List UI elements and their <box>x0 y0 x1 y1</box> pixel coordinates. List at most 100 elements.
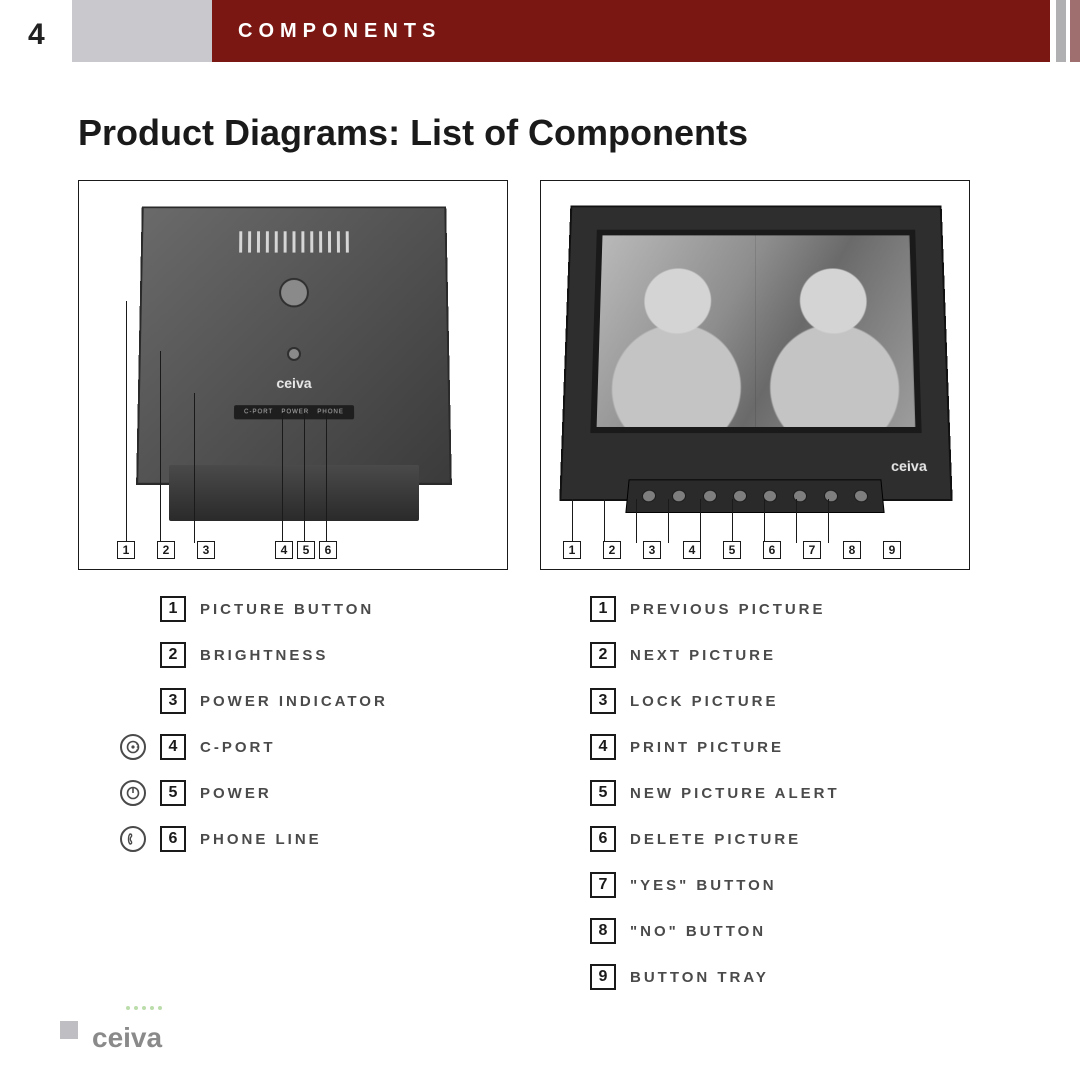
legend-label: BRIGHTNESS <box>200 647 328 664</box>
legend-row: 5 NEW PICTURE ALERT <box>590 780 840 806</box>
legend-label: POWER <box>200 785 272 802</box>
tray-button-icon <box>642 490 657 502</box>
legend-label: PICTURE BUTTON <box>200 601 374 618</box>
front-brand-logo: ceiva <box>891 458 927 474</box>
leader-line <box>796 499 797 543</box>
legend-number: 2 <box>590 642 616 668</box>
tray-button-icon <box>853 490 868 502</box>
leader-line <box>572 499 573 543</box>
legend-row: 4 C-PORT <box>120 734 388 760</box>
header-accent-strip-a <box>1056 0 1066 62</box>
tray-button-icon <box>733 490 747 502</box>
phone-icon <box>120 826 146 852</box>
tray-button-icon <box>823 490 838 502</box>
legend-label: PREVIOUS PICTURE <box>630 601 826 618</box>
port-label: POWER <box>281 409 309 415</box>
footer-logo-stack: ceiva <box>92 1006 162 1054</box>
brightness-button-icon <box>287 347 301 361</box>
device-rear-body: ceiva C-PORT POWER PHONE <box>136 206 452 485</box>
device-stand <box>169 465 419 521</box>
legend-number: 9 <box>590 964 616 990</box>
legend-row: 2 BRIGHTNESS <box>120 642 388 668</box>
legend-label: "NO" BUTTON <box>630 923 766 940</box>
legend-number: 6 <box>590 826 616 852</box>
legend-label: PHONE LINE <box>200 831 322 848</box>
rear-port-labels: C-PORT POWER PHONE <box>234 405 354 419</box>
page-header: 4 COMPONENTS <box>0 0 1080 62</box>
screen-photo-right <box>756 235 915 427</box>
leader-line <box>732 499 733 543</box>
legend-number: 3 <box>590 688 616 714</box>
rear-brand-logo: ceiva <box>276 375 311 391</box>
callout-box: 8 <box>843 541 861 559</box>
legend-front: 1 PREVIOUS PICTURE 2 NEXT PICTURE 3 LOCK… <box>590 596 840 990</box>
diagram-rear-view: ceiva C-PORT POWER PHONE 1 2 3 4 <box>78 180 508 570</box>
header-dark-block: COMPONENTS <box>212 0 1050 62</box>
legend-number: 4 <box>160 734 186 760</box>
callout-box: 1 <box>563 541 581 559</box>
legend-label: NEXT PICTURE <box>630 647 776 664</box>
header-title: COMPONENTS <box>238 20 441 43</box>
leader-line <box>160 351 161 543</box>
leader-line <box>304 413 305 543</box>
callout-box: 6 <box>319 541 337 559</box>
legend-label: "YES" BUTTON <box>630 877 777 894</box>
legend-number: 1 <box>160 596 186 622</box>
leader-line <box>668 499 669 543</box>
legend-number: 8 <box>590 918 616 944</box>
section-title: Product Diagrams: List of Components <box>78 112 748 154</box>
legend-number: 6 <box>160 826 186 852</box>
legend-rear: 1 PICTURE BUTTON 2 BRIGHTNESS 3 POWER IN… <box>120 596 388 852</box>
device-screen <box>590 230 921 433</box>
leader-line <box>604 499 605 543</box>
legend-row: 7 "YES" BUTTON <box>590 872 840 898</box>
diagram-left-callouts: 1 2 3 4 5 6 <box>117 541 337 559</box>
legend-row: 9 BUTTON TRAY <box>590 964 840 990</box>
legend-icon-none <box>120 688 146 714</box>
legend-row: 4 PRINT PICTURE <box>590 734 840 760</box>
leader-line <box>636 499 637 543</box>
legend-row: 1 PREVIOUS PICTURE <box>590 596 840 622</box>
legend-label: PRINT PICTURE <box>630 739 784 756</box>
legend-label: DELETE PICTURE <box>630 831 801 848</box>
leader-line <box>282 413 283 543</box>
leader-line <box>828 499 829 543</box>
callout-box: 6 <box>763 541 781 559</box>
footer-dots-icon <box>126 1006 162 1010</box>
callout-box: 1 <box>117 541 135 559</box>
cport-icon <box>120 734 146 760</box>
rear-vent-slots <box>239 231 349 252</box>
diagram-front-view: ceiva 1 2 3 4 <box>540 180 970 570</box>
header-accent-strip-b <box>1070 0 1080 62</box>
legend-number: 3 <box>160 688 186 714</box>
callout-box: 4 <box>275 541 293 559</box>
legend-label: BUTTON TRAY <box>630 969 769 986</box>
leader-line <box>194 393 195 543</box>
callout-box: 9 <box>883 541 901 559</box>
tray-button-icon <box>702 490 716 502</box>
picture-button-icon <box>279 278 309 307</box>
legend-row: 2 NEXT PICTURE <box>590 642 840 668</box>
button-tray <box>625 479 884 513</box>
legend-row: 5 POWER <box>120 780 388 806</box>
power-icon <box>120 780 146 806</box>
legend-row: 8 "NO" BUTTON <box>590 918 840 944</box>
legend-number: 5 <box>160 780 186 806</box>
leader-line <box>126 301 127 543</box>
screen-photo-left <box>597 235 756 427</box>
legend-row: 3 POWER INDICATOR <box>120 688 388 714</box>
leader-line <box>700 499 701 543</box>
footer-square-icon <box>60 1021 78 1039</box>
header-gray-block <box>72 0 212 62</box>
legend-row: 3 LOCK PICTURE <box>590 688 840 714</box>
leader-line <box>764 499 765 543</box>
legend-number: 2 <box>160 642 186 668</box>
footer-brand-logo: ceiva <box>92 1022 162 1054</box>
callout-box: 3 <box>197 541 215 559</box>
tray-button-icon <box>672 490 687 502</box>
callout-box: 7 <box>803 541 821 559</box>
page-number: 4 <box>28 18 45 52</box>
device-front-frame: ceiva <box>559 205 952 501</box>
manual-page: 4 COMPONENTS Product Diagrams: List of C… <box>0 0 1080 1080</box>
legend-number: 1 <box>590 596 616 622</box>
